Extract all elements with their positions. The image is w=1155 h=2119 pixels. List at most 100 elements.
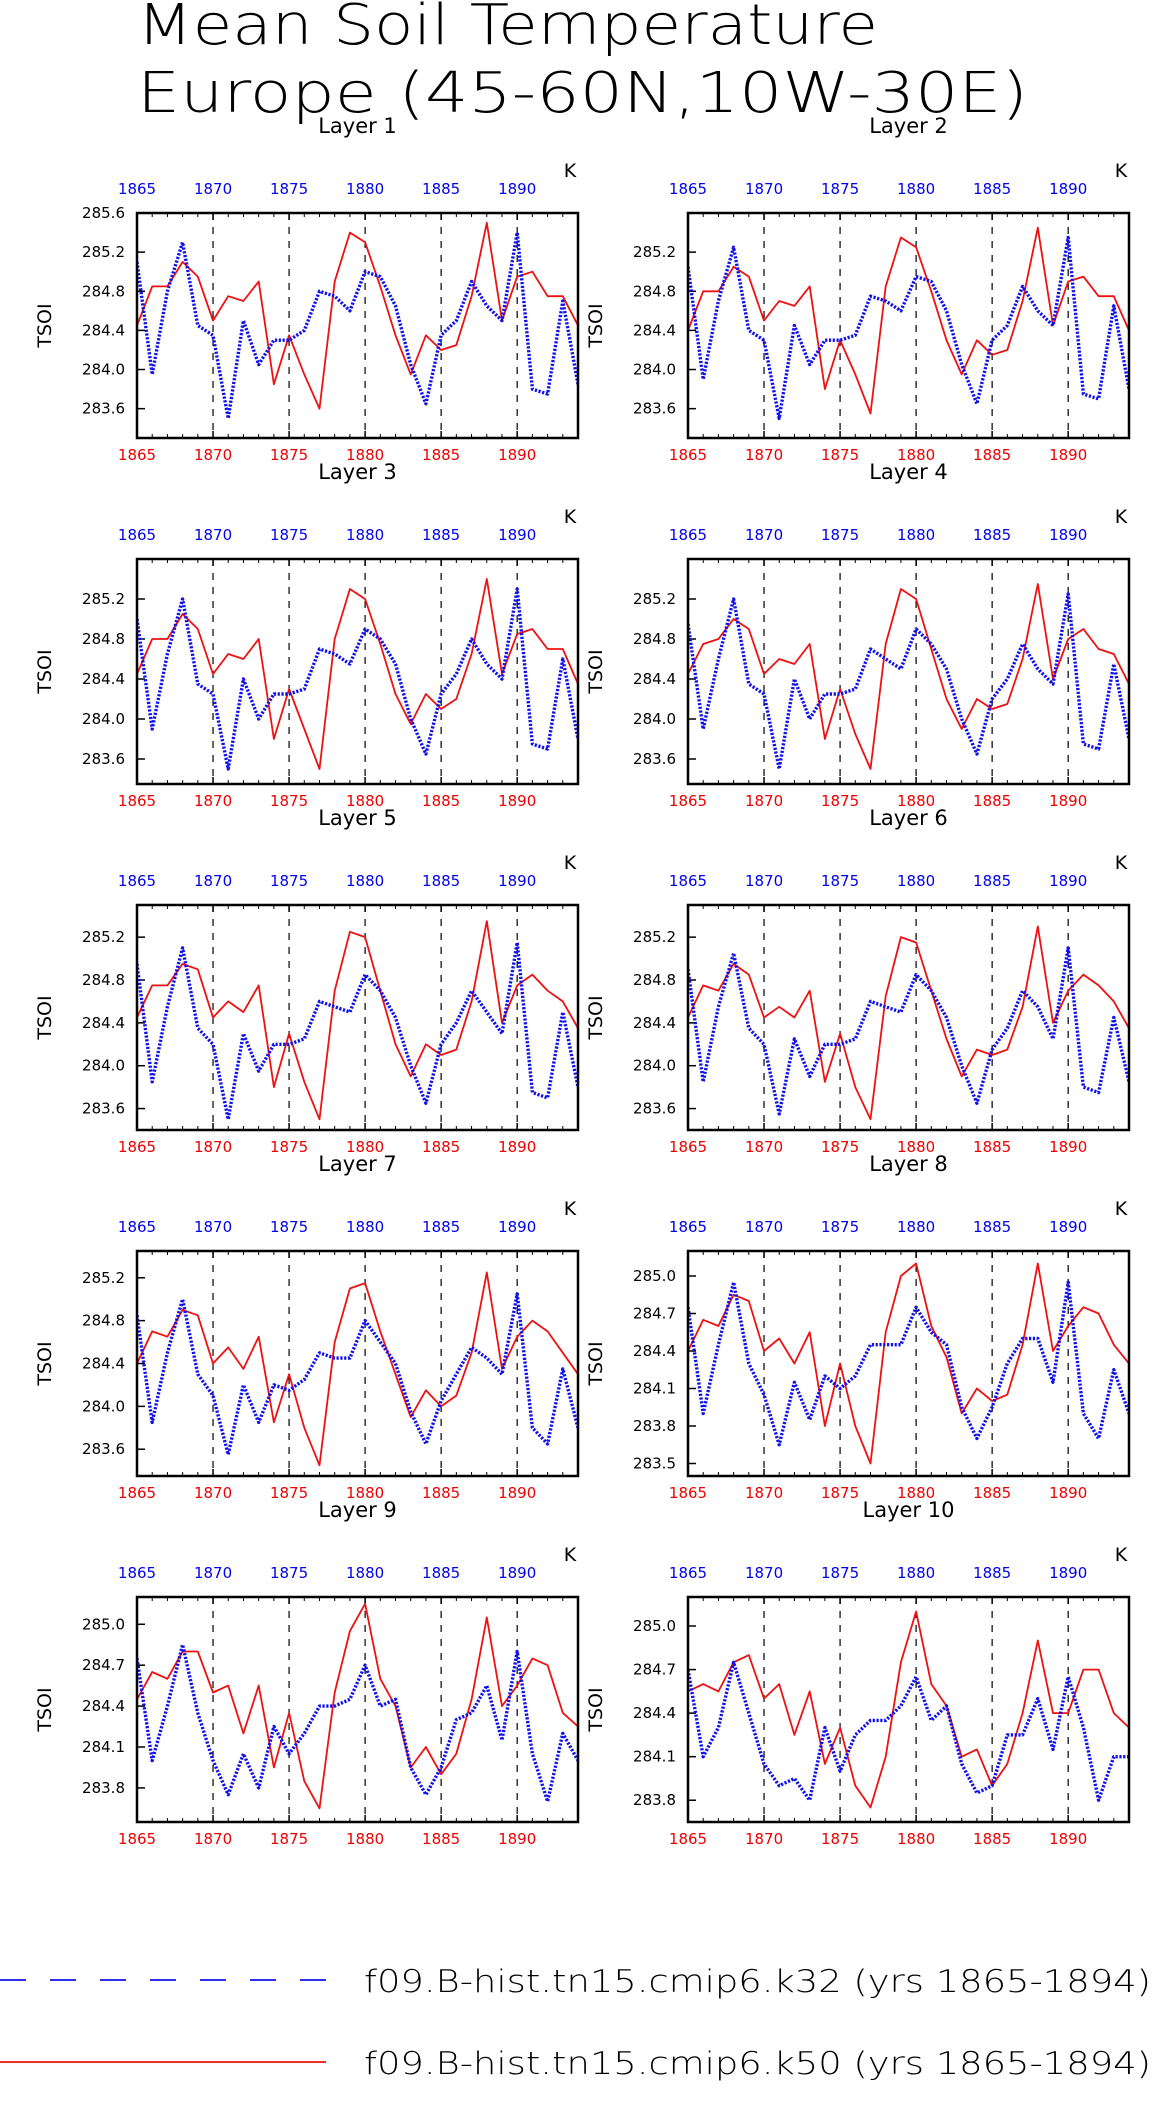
x-tick-label-bottom: 1890 bbox=[498, 1484, 536, 1502]
x-tick-label-top: 1880 bbox=[897, 872, 935, 890]
y-axis-label: TSOI bbox=[585, 649, 607, 694]
series-line-k32 bbox=[688, 592, 1129, 771]
y-axis-label: TSOI bbox=[34, 1687, 56, 1732]
x-tick-label-top: 1870 bbox=[194, 180, 232, 198]
x-tick-label-bottom: 1870 bbox=[745, 446, 783, 464]
x-tick-label-bottom: 1890 bbox=[1049, 792, 1087, 810]
panel-title: Layer 7 bbox=[318, 1152, 397, 1176]
x-tick-label-top: 1890 bbox=[498, 180, 536, 198]
series-line-k50 bbox=[137, 221, 578, 410]
x-tick-label-bottom: 1875 bbox=[821, 792, 859, 810]
y-tick-label: 284.1 bbox=[633, 1748, 676, 1766]
plot-frame bbox=[135, 211, 580, 440]
x-tick-label-bottom: 1870 bbox=[745, 1484, 783, 1502]
x-tick-label-bottom: 1870 bbox=[194, 1830, 232, 1848]
series-line-k32 bbox=[688, 946, 1129, 1116]
units-label: K bbox=[564, 506, 577, 528]
x-tick-label-top: 1870 bbox=[194, 1218, 232, 1236]
x-tick-label-top: 1865 bbox=[669, 180, 707, 198]
x-tick-label-bottom: 1885 bbox=[422, 1830, 460, 1848]
x-tick-label-bottom: 1870 bbox=[745, 792, 783, 810]
panel-title: Layer 1 bbox=[318, 114, 397, 138]
series-line-k32 bbox=[137, 587, 578, 771]
y-axis-label: TSOI bbox=[34, 649, 56, 694]
x-tick-label-top: 1870 bbox=[194, 872, 232, 890]
x-tick-label-bottom: 1865 bbox=[669, 1484, 707, 1502]
x-tick-label-top: 1885 bbox=[422, 1218, 460, 1236]
y-tick-label: 284.8 bbox=[82, 971, 125, 989]
y-tick-label: 283.6 bbox=[82, 1440, 125, 1458]
x-tick-label-top: 1875 bbox=[821, 180, 859, 198]
x-tick-label-top: 1880 bbox=[346, 872, 384, 890]
x-tick-label-top: 1880 bbox=[897, 1564, 935, 1582]
series-line-k32 bbox=[688, 1660, 1129, 1802]
x-tick-label-top: 1885 bbox=[422, 872, 460, 890]
x-tick-label-top: 1890 bbox=[498, 872, 536, 890]
x-tick-label-bottom: 1880 bbox=[346, 446, 384, 464]
x-tick-label-top: 1880 bbox=[346, 1218, 384, 1236]
x-tick-label-top: 1875 bbox=[821, 526, 859, 544]
x-tick-label-bottom: 1880 bbox=[897, 446, 935, 464]
y-tick-label: 284.4 bbox=[82, 1697, 125, 1715]
x-tick-label-top: 1875 bbox=[270, 1564, 308, 1582]
x-tick-label-bottom: 1885 bbox=[422, 1484, 460, 1502]
y-tick-label: 284.4 bbox=[82, 321, 125, 339]
x-tick-label-top: 1870 bbox=[745, 180, 783, 198]
y-tick-label: 283.8 bbox=[633, 1791, 676, 1809]
x-tick-label-top: 1865 bbox=[669, 1218, 707, 1236]
series-line-k50 bbox=[137, 920, 578, 1121]
y-tick-label: 285.2 bbox=[633, 243, 676, 261]
x-tick-label-bottom: 1885 bbox=[973, 792, 1011, 810]
panel-title: Layer 5 bbox=[318, 806, 397, 830]
plot-frame bbox=[686, 903, 1131, 1132]
plot-frame bbox=[135, 1595, 580, 1824]
y-tick-label: 284.0 bbox=[82, 710, 125, 728]
units-label: K bbox=[1115, 1544, 1128, 1566]
y-tick-label: 284.7 bbox=[633, 1305, 676, 1323]
x-tick-label-bottom: 1865 bbox=[669, 1138, 707, 1156]
x-tick-label-top: 1865 bbox=[669, 872, 707, 890]
figure-title-line2: Europe (45-60N,10W-30E) bbox=[137, 61, 1028, 126]
x-tick-label-bottom: 1890 bbox=[1049, 1484, 1087, 1502]
plot-frame bbox=[686, 1249, 1131, 1478]
y-tick-label: 283.6 bbox=[633, 1100, 676, 1118]
figure-title-line1: Mean Soil Temperature bbox=[137, 0, 878, 58]
y-tick-label: 284.8 bbox=[633, 971, 676, 989]
x-tick-label-top: 1870 bbox=[745, 1564, 783, 1582]
x-tick-label-top: 1875 bbox=[270, 872, 308, 890]
y-tick-label: 283.6 bbox=[82, 400, 125, 418]
y-tick-label: 284.8 bbox=[82, 1312, 125, 1330]
x-tick-label-top: 1885 bbox=[422, 1564, 460, 1582]
series-line-k50 bbox=[137, 578, 578, 770]
x-tick-label-bottom: 1865 bbox=[669, 446, 707, 464]
plot-frame bbox=[135, 903, 580, 1132]
series-line-k32 bbox=[688, 235, 1129, 421]
x-tick-label-top: 1890 bbox=[1049, 1564, 1087, 1582]
x-tick-label-top: 1890 bbox=[498, 1564, 536, 1582]
y-tick-label: 284.7 bbox=[633, 1661, 676, 1679]
units-label: K bbox=[1115, 1198, 1128, 1220]
x-tick-label-bottom: 1865 bbox=[118, 1830, 156, 1848]
x-tick-label-top: 1890 bbox=[1049, 526, 1087, 544]
panel-layer-2: Layer 2 K TSOI 1865 1865 1870 1870 1875 1875 1880… bbox=[585, 114, 1131, 464]
y-tick-label: 285.2 bbox=[82, 928, 125, 946]
y-tick-label: 284.8 bbox=[633, 282, 676, 300]
x-tick-label-bottom: 1875 bbox=[270, 1484, 308, 1502]
panel-layer-7: Layer 7 K TSOI 1865 1865 1870 1870 1875 1875 1880… bbox=[34, 1152, 580, 1502]
x-tick-label-top: 1880 bbox=[346, 1564, 384, 1582]
y-tick-label: 283.6 bbox=[82, 750, 125, 768]
x-tick-label-bottom: 1870 bbox=[745, 1138, 783, 1156]
units-label: K bbox=[1115, 852, 1128, 874]
x-tick-label-top: 1885 bbox=[422, 526, 460, 544]
y-tick-label: 284.4 bbox=[633, 1342, 676, 1360]
y-tick-label: 285.0 bbox=[82, 1615, 125, 1633]
y-tick-label: 285.2 bbox=[82, 243, 125, 261]
y-tick-label: 285.2 bbox=[633, 928, 676, 946]
y-tick-label: 284.0 bbox=[633, 710, 676, 728]
series-line-k50 bbox=[137, 1271, 578, 1467]
x-tick-label-bottom: 1880 bbox=[897, 1830, 935, 1848]
x-tick-label-bottom: 1885 bbox=[973, 1830, 1011, 1848]
y-tick-label: 284.4 bbox=[82, 1355, 125, 1373]
x-tick-label-top: 1875 bbox=[270, 1218, 308, 1236]
series-line-k32 bbox=[137, 940, 578, 1122]
